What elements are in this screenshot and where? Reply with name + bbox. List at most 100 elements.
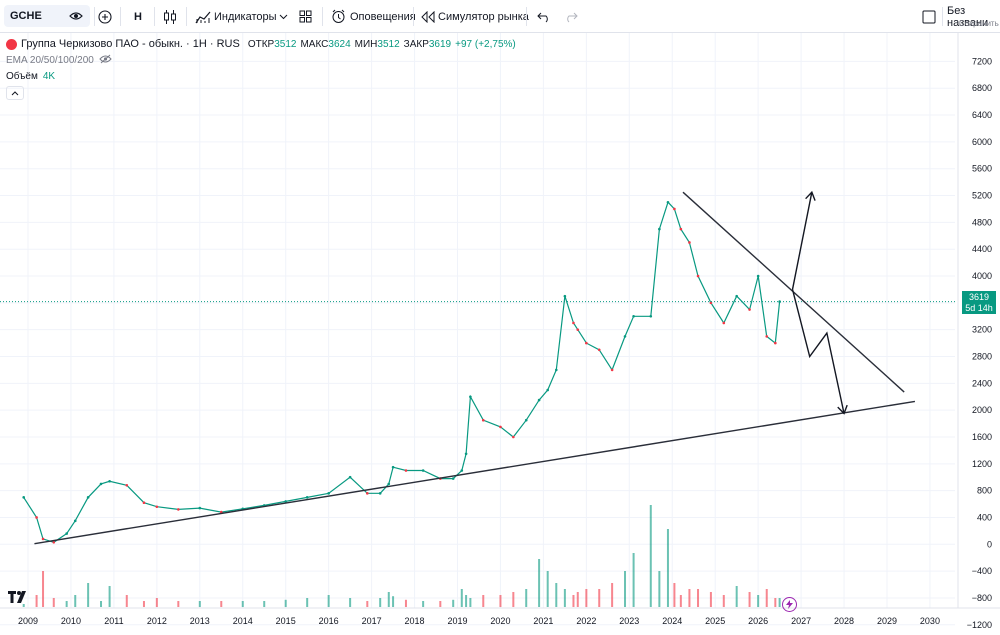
volume-bar xyxy=(100,601,103,607)
volume-bar xyxy=(538,559,541,607)
volume-bar xyxy=(387,592,390,607)
y-tick-label: 800 xyxy=(977,486,992,496)
volume-bar xyxy=(774,598,777,607)
price-point xyxy=(554,368,558,372)
x-tick-label: 2011 xyxy=(104,616,123,626)
volume-bar xyxy=(546,571,549,607)
trend-line xyxy=(34,400,916,545)
price-point xyxy=(86,496,90,499)
chart-grid xyxy=(0,33,955,626)
legend-title[interactable]: Группа Черкизово ПАО - обыкн. · 1Н · RUS xyxy=(21,38,240,50)
price-point xyxy=(722,321,726,325)
price-point xyxy=(673,207,676,211)
y-tick-label: 1200 xyxy=(972,459,992,469)
y-tick-label: 7200 xyxy=(972,56,992,66)
y-tick-label: 1600 xyxy=(972,432,992,442)
volume-bar xyxy=(241,601,244,607)
volume-bar xyxy=(125,595,128,607)
price-point xyxy=(125,483,129,487)
price-series xyxy=(0,200,955,544)
price-point xyxy=(576,328,580,331)
indicators-icon[interactable] xyxy=(195,0,211,33)
last-price-value: 3619 xyxy=(968,291,990,302)
price-point xyxy=(348,475,352,479)
legend-volume-row[interactable]: Объём 4K xyxy=(6,68,516,84)
volume-bar xyxy=(563,589,566,607)
legend-open-value: 3512 xyxy=(274,38,297,50)
price-point xyxy=(546,388,549,392)
price-chart[interactable]: 7200680064006000560052004800440040003600… xyxy=(0,33,1000,635)
indicators-button[interactable]: Индикаторы xyxy=(214,10,277,23)
volume-value: 4K xyxy=(42,70,56,82)
price-axis: 7200680064006000560052004800440040003600… xyxy=(957,33,1000,635)
replay-button[interactable]: Симулятор рынка xyxy=(438,10,529,23)
x-tick-label: 2025 xyxy=(705,616,725,626)
volume-bar xyxy=(74,595,77,607)
legend-close-label: ЗАКР xyxy=(403,38,429,50)
price-point xyxy=(421,469,425,472)
volume-bar xyxy=(108,586,111,607)
symbol-search[interactable]: GCHE xyxy=(4,5,90,27)
volume-bar xyxy=(284,599,287,607)
x-tick-label: 2015 xyxy=(276,616,296,626)
volume-bar xyxy=(349,598,352,607)
chevron-down-icon[interactable] xyxy=(279,0,288,33)
volume-bar xyxy=(65,601,68,607)
legend-low-value: 3512 xyxy=(377,38,400,50)
x-tick-label: 2021 xyxy=(533,616,553,626)
x-tick-label: 2024 xyxy=(662,616,682,626)
price-point xyxy=(155,505,159,509)
layouts-icon[interactable] xyxy=(299,0,312,33)
forecast-path xyxy=(791,192,813,290)
layout-title[interactable]: Без названи xyxy=(947,5,989,29)
volume-bar xyxy=(572,595,575,607)
chart-legend: Группа Черкизово ПАО - обыкн. · 1Н · RUS… xyxy=(6,36,516,100)
price-point xyxy=(327,492,330,495)
volume-bar xyxy=(658,571,661,607)
price-point xyxy=(709,301,713,305)
candles-icon[interactable] xyxy=(163,0,177,33)
tradingview-logo[interactable] xyxy=(8,590,30,606)
volume-bar xyxy=(155,598,158,607)
price-point xyxy=(198,506,202,510)
price-point xyxy=(572,321,575,325)
alert-icon[interactable] xyxy=(331,0,346,33)
price-axis-bg xyxy=(958,33,1000,635)
price-point xyxy=(623,335,627,338)
interval-button[interactable]: H xyxy=(134,10,142,23)
legend-high-value: 3624 xyxy=(328,38,351,50)
x-tick-label: 2013 xyxy=(190,616,210,626)
volume-bar xyxy=(679,595,682,607)
volume-bar xyxy=(555,583,558,607)
collapse-legend-button[interactable] xyxy=(6,86,24,100)
volume-bar xyxy=(198,601,201,607)
price-point xyxy=(679,227,683,231)
add-compare-icon[interactable] xyxy=(98,0,112,33)
price-point xyxy=(481,418,485,422)
price-point xyxy=(460,469,464,472)
lightning-icon[interactable] xyxy=(782,597,797,612)
volume-bar xyxy=(177,601,180,607)
price-point xyxy=(284,500,288,503)
legend-ema-row[interactable]: EMA 20/50/100/200 xyxy=(6,52,516,68)
volume-bar xyxy=(460,589,463,607)
redo-icon[interactable] xyxy=(564,0,578,33)
volume-bar xyxy=(52,598,55,607)
legend-open-label: ОТКР xyxy=(247,38,275,50)
eye-off-icon[interactable] xyxy=(99,54,112,67)
symbol-search-icon xyxy=(68,8,84,27)
undo-icon[interactable] xyxy=(537,0,551,33)
price-point xyxy=(35,516,38,519)
volume-bar xyxy=(748,592,751,607)
drawings xyxy=(34,190,916,545)
last-price-badge: 3619 5d 14h xyxy=(962,290,996,314)
replay-icon[interactable] xyxy=(421,0,435,33)
price-point xyxy=(469,395,472,399)
fullscreen-icon[interactable] xyxy=(922,0,936,33)
price-point xyxy=(464,452,468,456)
price-point xyxy=(391,465,395,469)
save-button[interactable]: Сохранить xyxy=(959,19,999,28)
alerts-button[interactable]: Оповещения xyxy=(350,10,416,23)
price-point xyxy=(52,540,56,544)
volume-bar xyxy=(709,592,712,607)
